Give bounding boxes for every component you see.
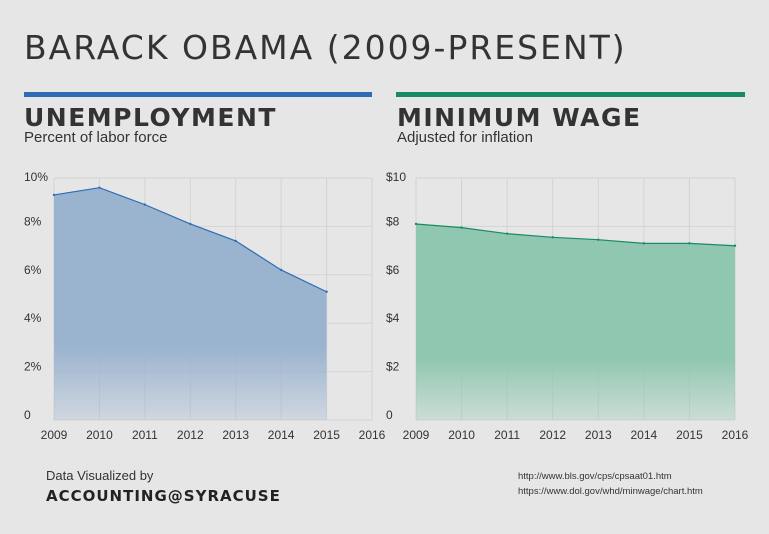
unemployment-y-tick-label: 0 bbox=[24, 408, 31, 422]
source-link-bls[interactable]: http://www.bls.gov/cps/cpsaat01.htm bbox=[518, 471, 672, 482]
unemployment-point-2014 bbox=[279, 268, 283, 272]
wage-y-tick-label: 0 bbox=[386, 408, 393, 422]
wage-x-tick-label: 2016 bbox=[722, 428, 749, 442]
wage-y-tick-label: $10 bbox=[386, 170, 406, 184]
wage-x-tick-label: 2010 bbox=[448, 428, 475, 442]
unemployment-area bbox=[54, 187, 327, 420]
wage-point-2012 bbox=[551, 236, 554, 239]
unemployment-point-2012 bbox=[189, 222, 192, 226]
wage-point-2014 bbox=[642, 242, 646, 245]
unemployment-x-tick-label: 2014 bbox=[268, 428, 295, 442]
wage-area bbox=[416, 223, 735, 420]
unemployment-header-rule bbox=[24, 92, 372, 97]
unemployment-y-tick-label: 2% bbox=[24, 360, 42, 374]
unemployment-point-2011 bbox=[143, 203, 147, 206]
unemployment-y-tick-label: 10% bbox=[24, 170, 48, 184]
unemployment-point-2009 bbox=[52, 193, 56, 197]
unemployment-x-tick-label: 2015 bbox=[313, 428, 340, 442]
wage-y-tick-label: $2 bbox=[386, 360, 400, 374]
wage-x-tick-label: 2013 bbox=[585, 428, 612, 442]
wage-point-2010 bbox=[460, 226, 463, 229]
wage-x-tick-label: 2014 bbox=[631, 428, 658, 442]
wage-x-tick-label: 2012 bbox=[539, 428, 566, 442]
unemployment-y-tick-label: 6% bbox=[24, 263, 42, 277]
unemployment-chart-title: UNEMPLOYMENT bbox=[24, 103, 277, 132]
wage-point-2015 bbox=[688, 242, 691, 245]
wage-x-tick-label: 2009 bbox=[403, 428, 430, 442]
wage-point-2011 bbox=[505, 232, 509, 235]
unemployment-chart-subtitle: Percent of labor force bbox=[24, 129, 168, 146]
unemployment-x-tick-label: 2012 bbox=[177, 428, 204, 442]
unemployment-x-tick-label: 2009 bbox=[41, 428, 68, 442]
wage-chart: 0 $2 $4 $6 $8 $10 2009 2010 2011 2012 2013 2014 2015… bbox=[386, 170, 749, 442]
unemployment-y-tick-label: 4% bbox=[24, 311, 42, 325]
unemployment-point-2010 bbox=[98, 186, 101, 189]
wage-point-2009 bbox=[414, 222, 418, 226]
wage-header-rule bbox=[396, 92, 745, 97]
wage-x-tick-label: 2011 bbox=[494, 428, 520, 442]
unemployment-point-2015 bbox=[325, 290, 328, 293]
wage-y-tick-label: $4 bbox=[386, 311, 400, 325]
wage-y-tick-label: $8 bbox=[386, 214, 400, 228]
wage-y-tick-label: $6 bbox=[386, 263, 400, 277]
source-link-dol[interactable]: https://www.dol.gov/whd/minwage/chart.ht… bbox=[518, 486, 703, 497]
unemployment-chart: 0 2% 4% 6% 8% 10% 2009 2010 2011 2012 2013 2014 2015… bbox=[24, 170, 386, 442]
wage-point-2013 bbox=[597, 238, 600, 241]
unemployment-x-tick-label: 2016 bbox=[359, 428, 386, 442]
footer-brand-logo: ACCOUNTING@SYRACUSE bbox=[46, 487, 281, 505]
wage-x-tick-label: 2015 bbox=[676, 428, 703, 442]
wage-chart-title: MINIMUM WAGE bbox=[397, 103, 642, 132]
wage-line bbox=[415, 223, 736, 247]
wage-chart-subtitle: Adjusted for inflation bbox=[397, 129, 533, 146]
footer-label: Data Visualized by bbox=[46, 468, 154, 483]
unemployment-x-tick-label: 2010 bbox=[86, 428, 113, 442]
unemployment-x-tick-label: 2013 bbox=[222, 428, 249, 442]
unemployment-point-2013 bbox=[234, 239, 237, 243]
unemployment-y-tick-label: 8% bbox=[24, 214, 42, 228]
unemployment-x-tick-label: 2011 bbox=[132, 428, 158, 442]
wage-point-2016 bbox=[733, 244, 737, 247]
page-title: BARACK OBAMA (2009-PRESENT) bbox=[24, 28, 627, 67]
